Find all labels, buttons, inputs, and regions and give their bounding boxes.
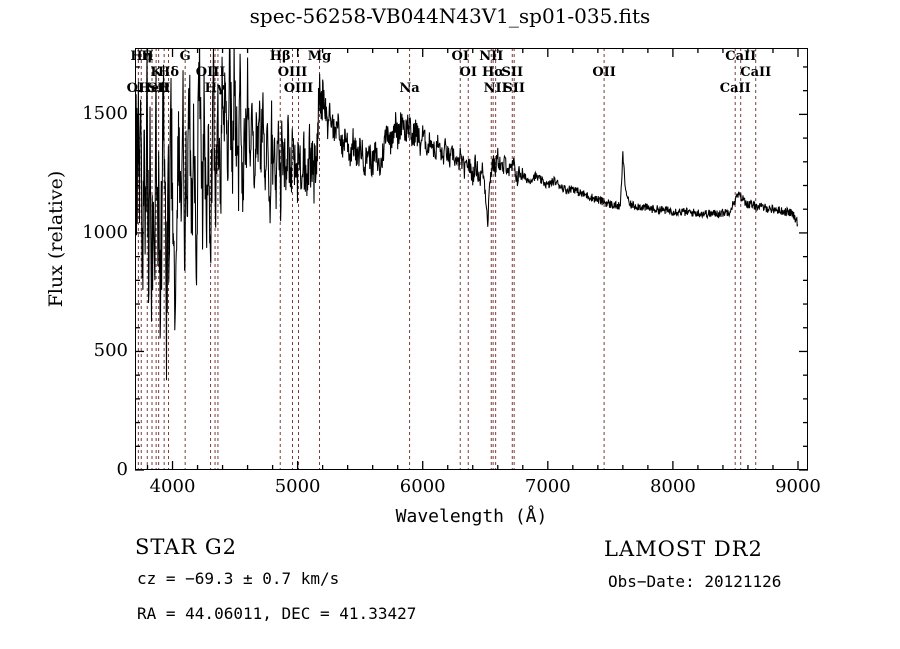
spectral-line-label: SII — [501, 65, 524, 80]
spectral-line-label: Hγ — [204, 81, 226, 96]
spectral-line-label: OIII — [277, 65, 308, 80]
y-tick-label: 1500 — [82, 103, 128, 125]
x-tick-label: 9000 — [775, 476, 821, 497]
spectral-line-label: Hδ — [158, 65, 179, 80]
spectral-line-label: OIII — [195, 65, 226, 80]
spectral-line-label: Hβ — [269, 49, 291, 64]
spectral-line-label: H — [157, 81, 171, 96]
plot-frame — [135, 48, 808, 470]
x-tick-label: 6000 — [399, 476, 446, 497]
x-tick-label: 4000 — [149, 476, 196, 497]
y-tick-label: 500 — [93, 340, 128, 362]
x-axis-label: Wavelength (Å) — [395, 506, 548, 527]
redshift-velocity-text: cz = −69.3 ± 0.7 km/s — [137, 569, 340, 588]
x-tick-label: 8000 — [649, 476, 696, 497]
spectral-line-label: SII — [503, 81, 525, 96]
spectrum-trace — [135, 48, 808, 470]
spectral-line-label: CaII — [740, 65, 772, 80]
spectral-line-label: G — [179, 49, 191, 64]
y-axis-label: Flux (relative) — [45, 170, 67, 308]
spectral-line-label: Hη — [130, 49, 153, 64]
x-tick-label: 5000 — [274, 476, 321, 497]
spectral-line-label: HeI — [138, 81, 166, 96]
spectral-line-label: OII — [592, 65, 616, 80]
plot-area — [135, 48, 808, 470]
spectral-line-label: OI — [451, 49, 469, 64]
spectral-line-label: H — [141, 49, 154, 64]
survey-name-text: LAMOST DR2 — [604, 537, 763, 561]
spectral-line-label: SII — [147, 81, 170, 96]
spectral-line-label: Hα — [481, 65, 505, 80]
y-tick-label-group: 0 500 1000 1500 — [68, 0, 128, 649]
spectral-line-label: CaII — [725, 49, 757, 64]
spectral-line-label: OIII — [283, 81, 314, 96]
coordinates-text: RA = 44.06011, DEC = 41.33427 — [137, 604, 417, 623]
figure-title: spec-56258-VB044N43V1_sp01-035.fits — [249, 4, 651, 28]
y-tick-label: 0 — [116, 459, 128, 480]
spectral-line-label: NII — [479, 49, 504, 64]
spectral-line-label: Na — [399, 81, 420, 96]
x-tick-label: 7000 — [524, 476, 571, 497]
spectral-line-label: CaII — [719, 81, 751, 96]
spectral-line-label: OII — [126, 81, 151, 96]
spectral-line-label: OI — [459, 65, 477, 80]
observation-date-text: Obs−Date: 20121126 — [608, 572, 782, 591]
spectral-line-label: NII — [483, 81, 508, 96]
object-class-text: STAR G2 — [135, 535, 238, 559]
spectral-line-label: Mg — [307, 49, 332, 64]
spectral-line-label: K — [150, 65, 162, 80]
x-tick-label-group: 4000 5000 6000 7000 8000 9000 — [0, 476, 900, 502]
y-tick-label: 1000 — [82, 221, 128, 243]
